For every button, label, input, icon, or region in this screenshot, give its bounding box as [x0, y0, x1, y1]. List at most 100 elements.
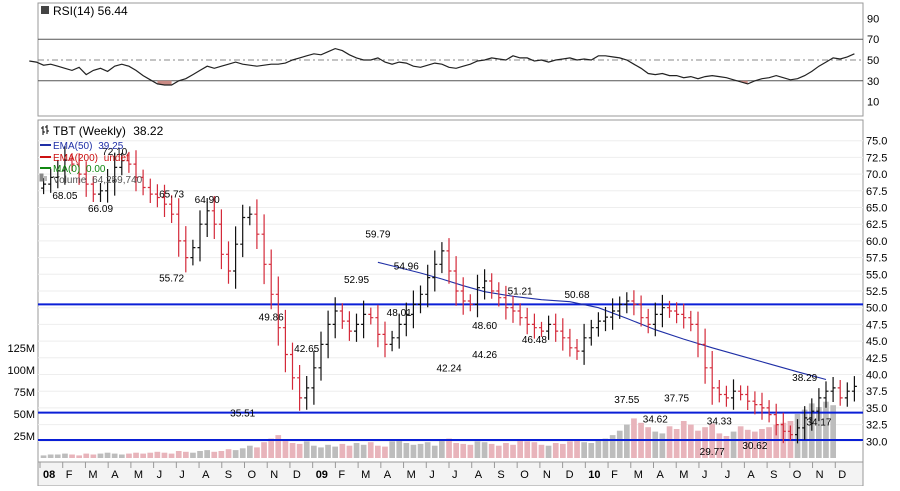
volume-bar — [353, 443, 360, 458]
volume-bar — [161, 452, 168, 458]
volume-bar — [239, 448, 246, 458]
volume-bar — [609, 435, 616, 458]
price-bar — [48, 168, 54, 193]
volume-bar — [346, 445, 353, 458]
price-annotation: 48.60 — [472, 321, 497, 332]
volume-bar — [197, 451, 203, 458]
price-bar — [297, 365, 303, 411]
price-bar — [581, 323, 587, 365]
price-bar — [460, 277, 466, 315]
price-bar — [723, 385, 729, 407]
price-bar — [425, 264, 431, 308]
volume-bar — [325, 444, 331, 458]
price-annotation: 37.75 — [664, 394, 689, 405]
x-axis-label: A — [384, 469, 392, 481]
volume-tick-label: 125M — [7, 343, 35, 355]
price-bar — [354, 313, 359, 342]
volume-bar — [254, 447, 260, 458]
volume-bar — [183, 451, 189, 458]
volume-bar — [545, 445, 552, 458]
price-annotation: 64.90 — [195, 195, 220, 206]
legend-ema200-label: EMA(200) — [53, 153, 98, 164]
price-bar — [98, 183, 103, 202]
price-bar — [574, 339, 580, 360]
volume-bar — [303, 441, 310, 458]
price-bar — [346, 311, 352, 341]
volume-tick-label: 75M — [14, 387, 35, 399]
volume-bar — [62, 453, 68, 458]
price-bar — [830, 377, 836, 402]
horizontal-level-lines — [38, 303, 863, 441]
price-bar — [290, 342, 295, 390]
price-tick-label: 60.0 — [866, 236, 887, 248]
volume-bar — [595, 440, 602, 458]
price-bar — [154, 184, 160, 208]
price-tick-label: 42.5 — [866, 353, 887, 365]
price-bar — [375, 304, 381, 348]
price-bar — [389, 330, 395, 352]
x-axis-label: S — [225, 469, 232, 481]
volume-bar — [737, 426, 744, 458]
price-bar — [403, 302, 409, 337]
volume-bar — [111, 453, 118, 458]
price-tick-label: 75.0 — [866, 136, 887, 148]
volume-bar — [90, 454, 97, 458]
volume-bar — [190, 452, 196, 458]
x-axis-label: J — [725, 469, 731, 481]
price-bar — [688, 310, 694, 332]
price-bar — [453, 256, 459, 306]
volume-bar — [204, 450, 210, 458]
volume-bar — [588, 443, 595, 458]
volume-bar — [261, 442, 267, 458]
price-bar — [183, 226, 189, 273]
x-axis-label: A — [475, 469, 483, 481]
price-tick-label: 65.0 — [866, 203, 887, 215]
volume-bar — [424, 442, 431, 458]
price-bar — [809, 398, 815, 431]
legend-title-row: TBT (Weekly) 38.22 — [41, 124, 164, 138]
price-bar — [489, 273, 495, 299]
price-bar — [638, 295, 644, 327]
volume-bar — [517, 440, 523, 458]
price-bar — [247, 206, 253, 226]
x-axis-label: J — [157, 469, 163, 481]
price-annotation: 30.62 — [742, 441, 767, 452]
rsi-panel: 90 70 50 30 10 RSI(14) 56.44 — [29, 2, 879, 117]
price-bar — [766, 400, 772, 423]
price-bar — [418, 285, 423, 314]
price-annotation: 51.21 — [508, 287, 533, 298]
price-bar — [787, 425, 793, 441]
legend-ema200: EMA(200) undef — [40, 153, 129, 164]
price-axis-ticks: 75.0 72.5 70.0 67.5 65.0 62.5 60.0 57.5 55.0 52.5… — [866, 136, 887, 449]
rsi-tick-label: 50 — [867, 55, 879, 67]
volume-bar — [673, 429, 680, 458]
price-bar — [567, 328, 573, 357]
price-bar — [475, 274, 480, 318]
price-tick-label: 32.5 — [866, 420, 887, 432]
volume-bar — [830, 405, 836, 458]
price-annotation: 48.01 — [387, 308, 412, 319]
volume-bar — [140, 453, 146, 458]
volume-bar — [666, 426, 673, 458]
volume-bar — [218, 451, 225, 458]
price-bar — [211, 196, 217, 239]
price-annotation: 34.62 — [643, 414, 668, 425]
price-bars — [41, 146, 857, 444]
rsi-axis-ticks: 90 70 50 30 10 — [867, 13, 879, 108]
volume-bar — [97, 453, 104, 458]
legend-ma0-value: 0.00 — [86, 164, 106, 175]
volume-bar — [552, 443, 559, 458]
price-bar — [553, 313, 559, 342]
price-bar — [617, 296, 623, 319]
price-bar — [325, 310, 331, 359]
volume-bar — [360, 444, 367, 458]
volume-bar — [69, 454, 75, 458]
volume-bar — [382, 446, 388, 458]
price-bar — [62, 146, 68, 185]
price-bar — [702, 328, 708, 384]
volume-bar — [495, 445, 502, 458]
volume-tick-label: 50M — [14, 409, 35, 421]
price-tick-label: 72.5 — [866, 152, 887, 164]
volume-bar — [225, 449, 232, 458]
volume-bar — [759, 429, 765, 458]
